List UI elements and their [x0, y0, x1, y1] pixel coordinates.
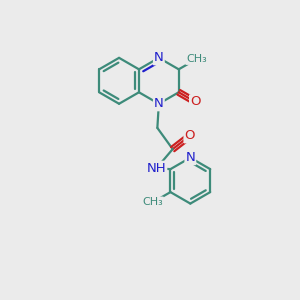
Text: N: N — [154, 51, 164, 64]
Text: O: O — [184, 129, 195, 142]
Text: O: O — [190, 95, 200, 108]
Text: N: N — [185, 151, 195, 164]
Text: NH: NH — [147, 162, 166, 175]
Text: CH₃: CH₃ — [186, 54, 207, 64]
Text: N: N — [154, 97, 164, 110]
Text: CH₃: CH₃ — [142, 197, 163, 207]
